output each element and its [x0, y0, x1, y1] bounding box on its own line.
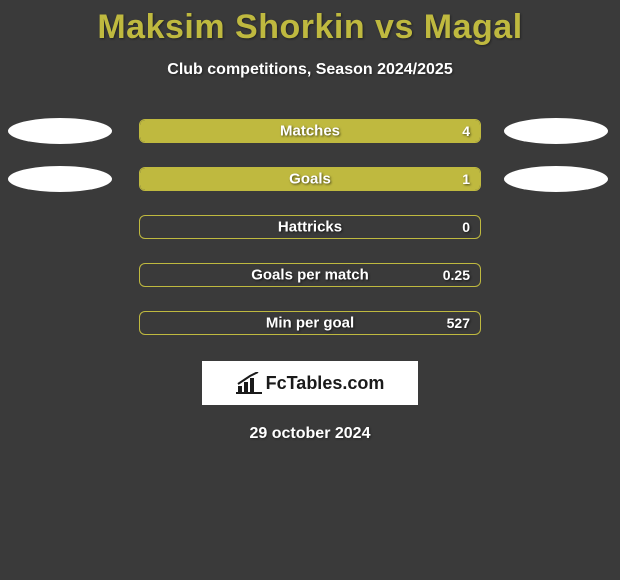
stat-value: 0 — [462, 219, 470, 235]
left-ellipse — [8, 166, 112, 192]
stat-row: Goals per match 0.25 — [0, 263, 620, 287]
stat-value: 4 — [462, 123, 470, 139]
stats-container: Matches 4 Goals 1 Hattricks 0 Goals per … — [0, 119, 620, 335]
stat-row: Min per goal 527 — [0, 311, 620, 335]
logo-box[interactable]: FcTables.com — [202, 361, 418, 405]
stat-bar: Goals 1 — [139, 167, 481, 191]
right-ellipse — [504, 118, 608, 144]
stat-row: Goals 1 — [0, 167, 620, 191]
stat-bar: Goals per match 0.25 — [139, 263, 481, 287]
stat-label: Matches — [280, 123, 340, 140]
left-ellipse — [8, 118, 112, 144]
stat-label: Goals per match — [251, 267, 369, 284]
stat-value: 1 — [462, 171, 470, 187]
logo-inner: FcTables.com — [236, 372, 385, 394]
stat-label: Hattricks — [278, 219, 342, 236]
page-subtitle: Club competitions, Season 2024/2025 — [0, 61, 620, 79]
stat-bar: Min per goal 527 — [139, 311, 481, 335]
right-ellipse — [504, 166, 608, 192]
logo-text: FcTables.com — [266, 373, 385, 394]
date-text: 29 october 2024 — [0, 425, 620, 443]
stat-row: Matches 4 — [0, 119, 620, 143]
chart-icon — [236, 372, 262, 394]
stat-value: 0.25 — [443, 267, 470, 283]
stat-label: Min per goal — [266, 315, 354, 332]
stat-label: Goals — [289, 171, 331, 188]
page-title: Maksim Shorkin vs Magal — [0, 0, 620, 47]
stat-bar: Hattricks 0 — [139, 215, 481, 239]
stat-row: Hattricks 0 — [0, 215, 620, 239]
stat-value: 527 — [447, 315, 470, 331]
stat-bar: Matches 4 — [139, 119, 481, 143]
